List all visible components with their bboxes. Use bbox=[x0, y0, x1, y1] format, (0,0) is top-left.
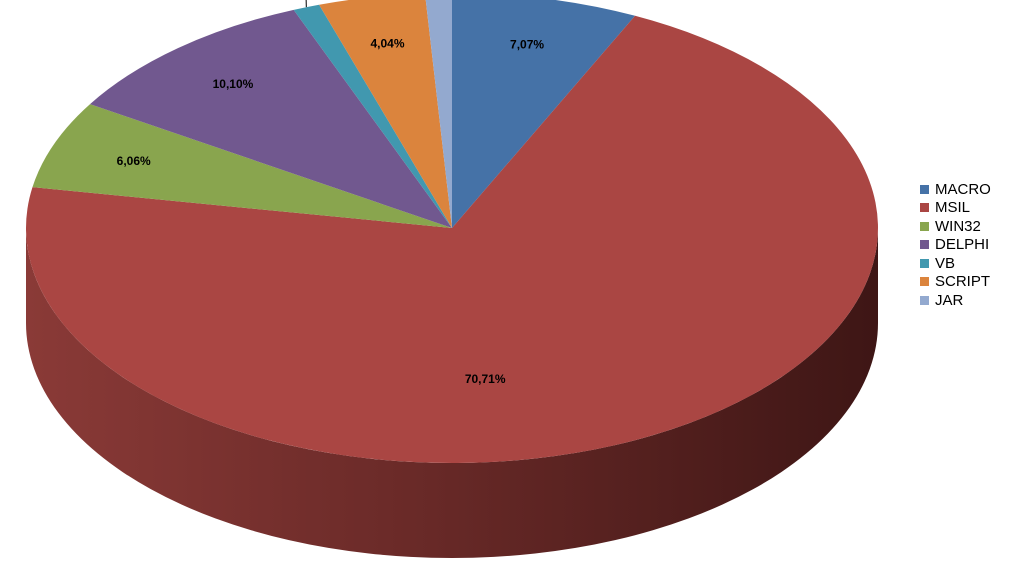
pie-slice-win32 bbox=[32, 104, 452, 228]
legend-swatch bbox=[920, 277, 929, 287]
data-label-msil: 70,71% bbox=[465, 372, 506, 386]
legend-swatch bbox=[920, 258, 929, 268]
leader-line-vb bbox=[305, 0, 307, 8]
legend-label: DELPHI bbox=[935, 236, 990, 254]
legend-label: SCRIPT bbox=[935, 273, 991, 291]
legend-item-macro: MACRO bbox=[920, 180, 1015, 199]
legend-item-script: SCRIPT bbox=[920, 273, 1015, 292]
legend-label: MSIL bbox=[935, 199, 971, 217]
legend-label: JAR bbox=[935, 291, 964, 309]
legend-swatch bbox=[920, 240, 929, 250]
legend-item-delphi: DELPHI bbox=[920, 236, 1015, 255]
pie-slice-jar bbox=[425, 0, 452, 228]
pie-slice-script bbox=[319, 0, 452, 228]
legend-item-win32: WIN32 bbox=[920, 217, 1015, 236]
legend-item-jar: JAR bbox=[920, 291, 1015, 310]
legend-item-msil: MSIL bbox=[920, 199, 1015, 218]
legend-label: MACRO bbox=[935, 180, 991, 198]
legend-swatch bbox=[920, 184, 929, 194]
data-label-script: 4,04% bbox=[370, 36, 404, 50]
pie-slice-vb bbox=[293, 4, 452, 229]
pie-slice-msil bbox=[25, 15, 879, 463]
pie-slice-macro bbox=[452, 0, 636, 228]
chart-legend: MACRO MSIL WIN32 DELPHI VB SCRIPT JAR bbox=[920, 180, 1015, 310]
legend-swatch bbox=[920, 221, 929, 231]
pie-slice-delphi bbox=[90, 9, 453, 228]
data-label-macro: 7,07% bbox=[510, 38, 544, 52]
data-label-win32: 6,06% bbox=[117, 154, 151, 168]
legend-label: VB bbox=[935, 254, 956, 272]
legend-item-vb: VB bbox=[920, 254, 1015, 273]
data-label-delphi: 10,10% bbox=[213, 77, 254, 91]
pie-side-msil bbox=[26, 228, 878, 558]
legend-swatch bbox=[920, 203, 929, 213]
legend-label: WIN32 bbox=[935, 217, 981, 235]
legend-swatch bbox=[920, 295, 929, 305]
